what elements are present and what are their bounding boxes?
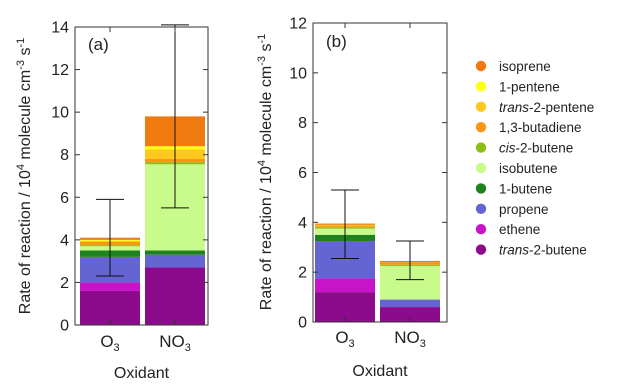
plot-frame-a: [74, 26, 209, 326]
legend-label-1-pentene: 1-pentene: [499, 79, 560, 94]
legend-marker-propene: [475, 203, 487, 214]
y-axis-title-a: Rate of reaction / 104 molecule cm-3 s-1: [15, 38, 34, 314]
bar-segment-no3-propene: [380, 299, 440, 308]
panel-b: O3 NO3 0 2 4 6 8 10 12 (b) Oxidant Rate of reaction…: [256, 16, 448, 380]
y-tick-label-2: 2: [298, 265, 307, 282]
legend-label-1-butene: 1-butene: [499, 181, 552, 196]
x-tick-label-no3: NO3: [394, 328, 426, 350]
y-tick-label-0: 0: [60, 318, 69, 335]
y-tick-label-10: 10: [51, 105, 69, 122]
panel-label-a: (a): [88, 35, 109, 54]
legend-label-propene: propene: [499, 202, 549, 217]
bar-segment-o3-ethene: [80, 282, 140, 291]
bar-segment-no3-trans-2-butene: [145, 267, 205, 325]
x-tick-label-o3: O3: [335, 328, 354, 350]
legend-marker-isobutene: [475, 162, 487, 174]
y-axis-title-b: Rate of reaction / 104 molecule cm-3 s-1: [256, 34, 275, 310]
legend-label-trans-2-pentene: trans-2-pentene: [499, 100, 594, 115]
bar-segment-no3-trans-2-butene: [380, 307, 440, 322]
bar-segment-no3-propene: [145, 254, 205, 268]
bar-segment-o3-ethene: [315, 278, 375, 293]
legend-label-trans-2-butene: trans-2-butene: [499, 243, 587, 258]
legend-marker-trans-2-butene: [475, 244, 487, 255]
legend-marker-1-3-butadiene: [475, 122, 487, 133]
legend-marker-1-pentene: [475, 81, 487, 92]
x-axis-title-b: Oxidant: [352, 363, 408, 380]
bar-segment-o3-trans-2-butene: [80, 290, 140, 325]
legend-marker-trans-2-pentene: [475, 101, 487, 113]
legend-marker-1-butene: [475, 183, 487, 194]
y-tick-label-10: 10: [289, 65, 307, 82]
legend: isoprene 1-pentene trans-2-pentene 1,3-buta…: [475, 59, 594, 258]
y-tick-label-12: 12: [51, 62, 69, 79]
y-tick-label-4: 4: [60, 232, 69, 249]
x-tick-label-no3: NO3: [159, 332, 191, 354]
y-tick-label-14: 14: [51, 20, 69, 37]
y-tick-label-2: 2: [60, 275, 69, 292]
legend-label-isoprene: isoprene: [499, 59, 551, 74]
y-tick-label-4: 4: [298, 215, 307, 232]
panel-label-b: (b): [326, 32, 347, 51]
x-tick-label-o3: O3: [100, 332, 119, 354]
y-tick-label-6: 6: [60, 190, 69, 207]
legend-marker-cis-2-butene: [475, 142, 487, 153]
y-tick-label-12: 12: [289, 16, 307, 33]
legend-label-cis-2-butene: cis-2-butene: [499, 141, 573, 156]
legend-marker-ethene: [475, 224, 487, 235]
panel-a: O3 NO3 0 2 4 6 8 10 12 14 (a) Oxidant Rate of reacti…: [15, 20, 209, 382]
y-tick-label-0: 0: [298, 315, 307, 332]
legend-label-isobutene: isobutene: [499, 161, 558, 176]
bar-segment-no3-1-butene: [145, 250, 205, 255]
y-tick-label-8: 8: [60, 147, 69, 164]
x-axis-title-a: Oxidant: [114, 365, 170, 382]
legend-label-1-3-butadiene: 1,3-butadiene: [499, 120, 582, 135]
legend-label-ethene: ethene: [499, 222, 540, 237]
legend-marker-isoprene: [475, 60, 487, 72]
y-tick-label-8: 8: [298, 115, 307, 132]
y-tick-label-6: 6: [298, 165, 307, 182]
